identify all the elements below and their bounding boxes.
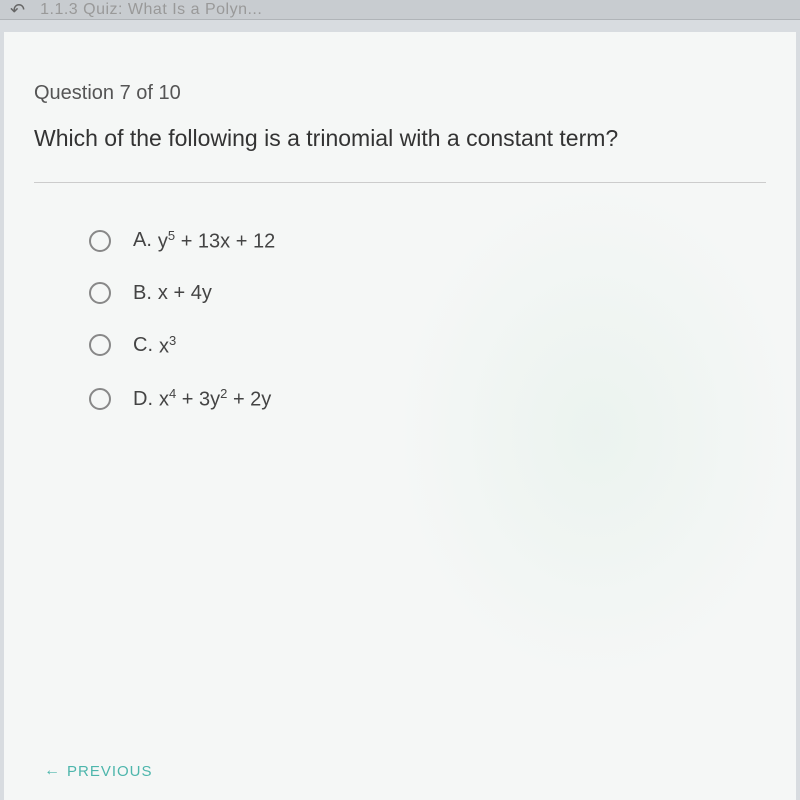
back-arrow-icon[interactable]: ↶ <box>10 5 25 15</box>
option-label: D. <box>133 388 153 411</box>
option-d[interactable]: D. x4 + 3y2 + 2y <box>89 386 766 412</box>
option-expression: x + 4y <box>158 282 212 305</box>
header-bar: ↶ 1.1.3 Quiz: What Is a Polyn... <box>0 0 800 20</box>
arrow-left-icon: ← <box>44 762 61 780</box>
divider <box>34 182 766 183</box>
previous-button[interactable]: ← PREVIOUS <box>44 762 153 780</box>
option-expression: x4 + 3y2 + 2y <box>159 386 271 412</box>
content-area: Question 7 of 10 Which of the following … <box>4 32 796 800</box>
option-a[interactable]: A. y5 + 13x + 12 <box>89 228 766 254</box>
question-number: Question 7 of 10 <box>34 82 766 105</box>
option-c[interactable]: C. x3 <box>89 333 766 359</box>
radio-icon[interactable] <box>89 230 111 252</box>
previous-label: PREVIOUS <box>67 763 153 780</box>
options-container: A. y5 + 13x + 12 B. x + 4y C. x3 D. x4 +… <box>34 228 766 412</box>
option-label: C. <box>133 334 153 357</box>
option-expression: y5 + 13x + 12 <box>158 228 275 254</box>
radio-icon[interactable] <box>89 282 111 304</box>
option-label: B. <box>133 282 152 305</box>
quiz-title: 1.1.3 Quiz: What Is a Polyn... <box>40 5 262 15</box>
option-expression: x3 <box>159 333 176 359</box>
question-text: Which of the following is a trinomial wi… <box>34 125 766 152</box>
option-b[interactable]: B. x + 4y <box>89 282 766 305</box>
radio-icon[interactable] <box>89 334 111 356</box>
option-label: A. <box>133 229 152 252</box>
radio-icon[interactable] <box>89 388 111 410</box>
